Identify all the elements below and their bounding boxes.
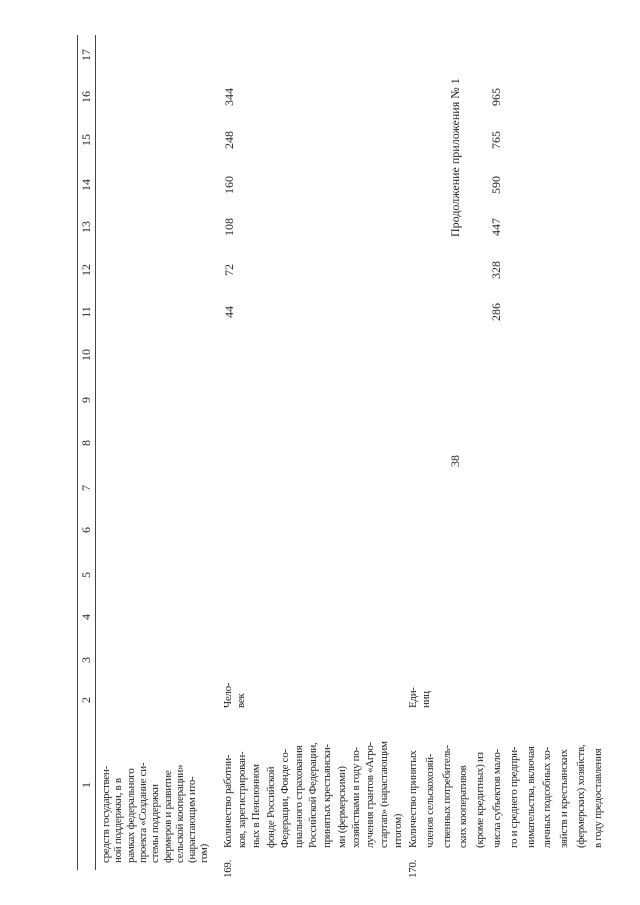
- description-line: Количество работни-: [222, 754, 234, 848]
- description-line: нимательства, включая: [524, 746, 537, 848]
- description-line: ских кооперативов: [457, 765, 470, 848]
- column-number: 5: [79, 572, 93, 578]
- column-number: 6: [79, 527, 93, 533]
- description-line: стартап» (нарастающим: [378, 741, 391, 848]
- description-line: фермеров и развитие: [161, 770, 174, 863]
- cell-value: 344: [222, 88, 236, 106]
- row-number: 169.: [222, 859, 234, 878]
- description-line: рамках федерального: [124, 768, 137, 863]
- cell-value: 765: [489, 131, 503, 149]
- description-line: лучения грантов «Агро-: [364, 742, 376, 848]
- description-line: личных подсобных хо-: [541, 747, 554, 848]
- column-number: 10: [79, 349, 93, 361]
- description-line: сельской кооперации»: [173, 764, 186, 863]
- description-line: итогом): [392, 813, 405, 848]
- cell-value: 44: [222, 306, 236, 318]
- cell-value: 72: [222, 264, 236, 276]
- description-line: (фермерских) хозяйств,: [575, 744, 587, 848]
- description-line: ной поддержки, в в: [112, 778, 125, 863]
- cell-value: 248: [222, 131, 236, 149]
- description-line: фонде Российской: [264, 766, 277, 848]
- description-line: (кроме кредитных) из: [474, 752, 487, 848]
- column-number: 1: [79, 782, 93, 788]
- cell-value: 108: [222, 218, 236, 236]
- cell-value: 965: [489, 88, 503, 106]
- description-line: членов сельскохозяй-: [423, 753, 436, 848]
- unit-line: ниц: [420, 691, 432, 708]
- cell-value: 160: [222, 176, 236, 194]
- table-rule: [77, 35, 78, 870]
- unit-line: Чело-: [222, 682, 234, 708]
- cell-value: 447: [489, 218, 503, 236]
- column-number: 4: [79, 614, 93, 620]
- unit-line: Еди-: [407, 687, 419, 708]
- table-rule: [95, 35, 96, 870]
- row-number: 170.: [407, 859, 419, 878]
- column-number: 9: [79, 397, 93, 403]
- page-number: 38: [448, 455, 462, 467]
- description-line: ных в Пенсионном: [250, 764, 263, 848]
- column-number: 8: [79, 440, 93, 446]
- description-line: стемы поддержки: [149, 784, 162, 863]
- column-number: 7: [79, 485, 93, 491]
- column-number: 13: [79, 221, 93, 233]
- column-number: 12: [79, 264, 93, 276]
- description-line: зяйств и крестьянских: [558, 749, 571, 848]
- column-number: 3: [79, 657, 93, 663]
- description-line: Федерации, Фонде со-: [278, 749, 291, 848]
- description-line: хозяйствами в году по-: [349, 747, 362, 848]
- column-number: 17: [79, 49, 93, 61]
- description-line: ственных потребитель-: [440, 745, 453, 848]
- description-line: ми (фермерскими): [335, 766, 348, 848]
- cell-value: 286: [489, 303, 503, 321]
- description-line: Количество принятых: [407, 750, 419, 848]
- description-line: Российской Федерации,: [307, 742, 320, 848]
- continuation-note: Продолжение приложения № 1: [448, 78, 462, 237]
- cell-value: 328: [489, 261, 503, 279]
- column-number: 15: [79, 134, 93, 146]
- description-line: гом): [198, 844, 211, 863]
- column-number: 14: [79, 179, 93, 191]
- column-number: 2: [79, 697, 93, 703]
- description-line: средств государствен-: [100, 766, 112, 863]
- description-line: принятых крестьянски-: [321, 744, 334, 848]
- description-line: числа субъектов мало-: [491, 749, 503, 848]
- description-line: (нарастающим ито-: [186, 776, 199, 863]
- description-line: ков, зарегистрирован-: [236, 751, 249, 848]
- description-line: го и среднего предпри-: [507, 746, 520, 848]
- description-line: циального страхования: [293, 745, 305, 848]
- description-line: в году предоставления: [591, 748, 604, 848]
- column-number: 11: [79, 306, 93, 318]
- description-line: проекта «Создание си-: [136, 762, 149, 863]
- column-number: 16: [79, 91, 93, 103]
- cell-value: 590: [489, 176, 503, 194]
- unit-line: век: [235, 693, 247, 708]
